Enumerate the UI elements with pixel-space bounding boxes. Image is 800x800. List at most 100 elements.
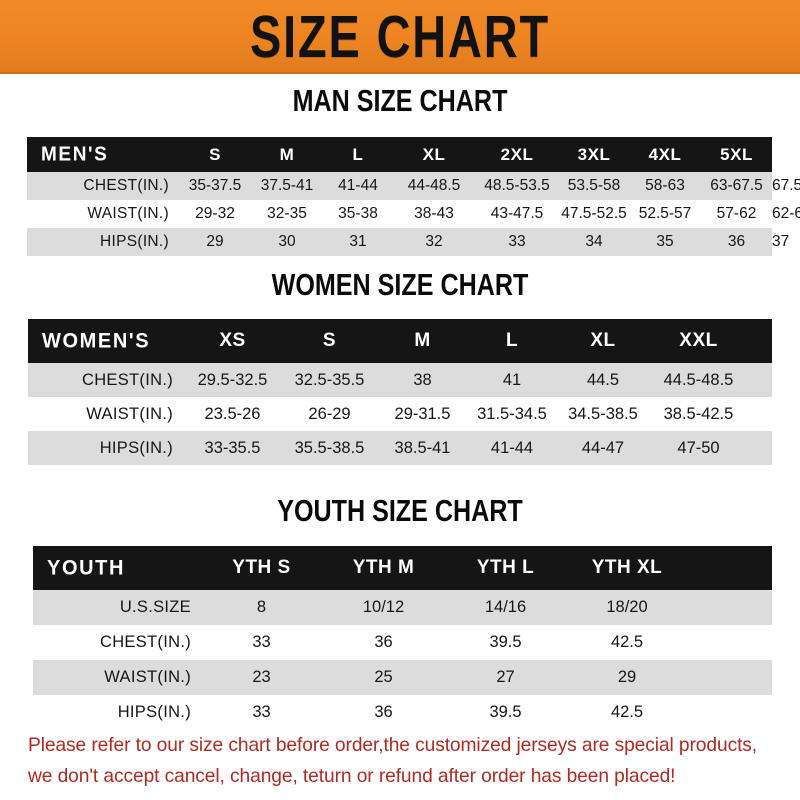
- women-cell-2-6: [747, 431, 772, 465]
- women-row-label-0: CHEST(IN.): [82, 370, 173, 389]
- table-row: HIPS(IN.) 29 30 31 32 33 34 35 36 37: [27, 228, 789, 256]
- women-cell-1-2: 29-31.5: [394, 404, 451, 423]
- men-size-table: MEN'S S M L XL 2XL 3XL 4XL 5XL 6XL CHEST(IN.) 35-37…: [27, 137, 800, 256]
- man-cell-2-1: 30: [278, 233, 296, 250]
- man-size-header-1: M: [279, 144, 295, 164]
- women-table-header-row: WOMEN'S XS S M L XL XXL: [28, 319, 772, 363]
- table-row: WAIST(IN.) 23.5-26 26-29 29-31.5 31.5-34.5 34…: [28, 397, 772, 431]
- youth-cell-3-3: 42.5: [610, 703, 644, 721]
- man-size-header-4: 2XL: [500, 144, 534, 164]
- disclaimer-line-2: we don't accept cancel, change, teturn o…: [28, 765, 676, 787]
- table-row: WAIST(IN.) 23 25 27 29: [33, 660, 772, 695]
- women-cell-0-5: 44.5-48.5: [663, 370, 734, 389]
- youth-cell-1-4: [688, 625, 772, 660]
- women-cell-0-6: [747, 363, 772, 397]
- man-cell-0-6: 58-63: [645, 177, 685, 194]
- man-size-header-6: 4XL: [648, 144, 682, 164]
- women-size-header-5: XXL: [679, 330, 718, 351]
- women-row-label-2: HIPS(IN.): [99, 438, 173, 457]
- man-cell-0-3: 44-48.5: [407, 177, 461, 194]
- women-cell-0-2: 38: [413, 370, 432, 389]
- man-size-header-7: 5XL: [720, 144, 753, 164]
- man-cell-1-3: 38-43: [414, 205, 454, 222]
- man-cell-1-7: 57-62: [716, 205, 757, 222]
- youth-table-header-row: YOUTH YTH S YTH M YTH L YTH XL: [33, 546, 772, 590]
- youth-row-label-header: YOUTH: [47, 555, 125, 580]
- youth-cell-1-1: 36: [374, 633, 393, 651]
- women-cell-0-3: 41: [502, 370, 522, 389]
- women-cell-1-1: 26-29: [308, 404, 351, 423]
- youth-cell-0-0: 8: [256, 598, 267, 616]
- man-cell-0-0: 35-37.5: [188, 177, 242, 194]
- women-size-header-6: [747, 319, 772, 363]
- man-row-label-0: CHEST(IN.): [83, 177, 169, 194]
- youth-row-label-0: U.S.SIZE: [119, 598, 191, 616]
- women-cell-1-6: [747, 397, 772, 431]
- youth-cell-3-0: 33: [252, 703, 271, 721]
- women-cell-1-5: 38.5-42.5: [663, 404, 734, 423]
- women-cell-1-3: 31.5-34.5: [477, 404, 547, 423]
- youth-size-header-4: [688, 546, 772, 590]
- women-cell-1-4: 34.5-38.5: [568, 404, 638, 423]
- women-cell-0-4: 44.5: [586, 370, 620, 389]
- youth-cell-3-1: 36: [374, 703, 393, 721]
- women-size-header-1: S: [322, 330, 337, 351]
- youth-section-title: YOUTH SIZE CHART: [277, 494, 523, 528]
- youth-size-header-0: YTH S: [232, 557, 291, 578]
- youth-size-header-1: YTH M: [352, 557, 415, 578]
- disclaimer-line-1: Please refer to our size chart before or…: [28, 734, 758, 756]
- youth-cell-0-1: 10/12: [362, 598, 405, 616]
- table-row: HIPS(IN.) 33 36 39.5 42.5: [33, 695, 772, 730]
- page-banner: SIZE CHART: [0, 0, 800, 74]
- youth-cell-1-3: 42.5: [610, 633, 644, 651]
- man-size-header-2: L: [352, 144, 364, 164]
- man-row-label-header: MEN'S: [41, 142, 109, 165]
- women-row-label-1: WAIST(IN.): [86, 404, 173, 423]
- man-cell-2-7: 36: [727, 233, 746, 250]
- women-cell-2-1: 35.5-38.5: [294, 438, 365, 457]
- man-row-label-1: WAIST(IN.): [87, 205, 169, 222]
- women-cell-0-1: 32.5-35.5: [294, 370, 365, 389]
- women-cell-1-0: 23.5-26: [204, 404, 261, 423]
- women-cell-2-3: 41-44: [490, 438, 534, 457]
- table-row: U.S.SIZE 8 10/12 14/16 18/20: [33, 590, 772, 625]
- man-size-header-0: S: [209, 144, 221, 164]
- youth-cell-1-2: 39.5: [489, 633, 522, 651]
- women-cell-0-0: 29.5-32.5: [197, 370, 268, 389]
- man-cell-2-4: 33: [508, 233, 526, 250]
- youth-cell-2-2: 27: [496, 668, 515, 686]
- women-cell-2-4: 44-47: [581, 438, 625, 457]
- women-row-label-header: WOMEN'S: [42, 328, 151, 353]
- table-row: HIPS(IN.) 33-35.5 35.5-38.5 38.5-41 41-44 44-…: [28, 431, 772, 465]
- table-row: WAIST(IN.) 29-32 32-35 35-38 38-43 43-47.5 47.…: [27, 200, 800, 228]
- man-cell-0-4: 48.5-53.5: [484, 177, 550, 194]
- man-size-header-5: 3XL: [577, 144, 611, 164]
- women-size-header-0: XS: [219, 330, 246, 351]
- man-row-label-2: HIPS(IN.): [99, 233, 169, 250]
- man-cell-1-6: 52.5-57: [638, 205, 692, 222]
- table-row: CHEST(IN.) 33 36 39.5 42.5: [33, 625, 772, 660]
- man-table-header-row: MEN'S S M L XL 2XL 3XL 4XL 5XL 6XL: [27, 137, 800, 172]
- women-size-table: WOMEN'S XS S M L XL XXL CHEST(IN.) 29.5-32.5 32.5…: [28, 319, 772, 465]
- man-cell-2-5: 34: [585, 233, 603, 250]
- youth-cell-1-0: 33: [252, 633, 271, 651]
- man-cell-2-3: 32: [425, 233, 443, 250]
- man-cell-0-2: 41-44: [338, 177, 378, 194]
- man-cell-1-1: 32-35: [267, 205, 307, 222]
- man-cell-1-0: 29-32: [195, 205, 235, 222]
- youth-cell-0-4: [688, 590, 772, 625]
- man-cell-0-5: 53.5-58: [567, 177, 621, 194]
- women-cell-2-0: 33-35.5: [204, 438, 261, 457]
- man-section-title: MAN SIZE CHART: [292, 84, 508, 118]
- youth-size-table: YOUTH YTH S YTH M YTH L YTH XL U.S.SIZE 8 10/12…: [33, 546, 772, 730]
- youth-row-label-3: HIPS(IN.): [117, 703, 191, 721]
- youth-cell-2-0: 23: [252, 668, 271, 686]
- women-cell-2-5: 47-50: [677, 438, 720, 457]
- youth-cell-0-2: 14/16: [484, 598, 527, 616]
- youth-cell-2-1: 25: [374, 668, 393, 686]
- man-cell-0-7: 63-67.5: [710, 177, 763, 194]
- youth-cell-2-3: 29: [617, 668, 637, 686]
- youth-row-label-2: WAIST(IN.): [104, 668, 191, 686]
- youth-cell-3-4: [688, 695, 772, 730]
